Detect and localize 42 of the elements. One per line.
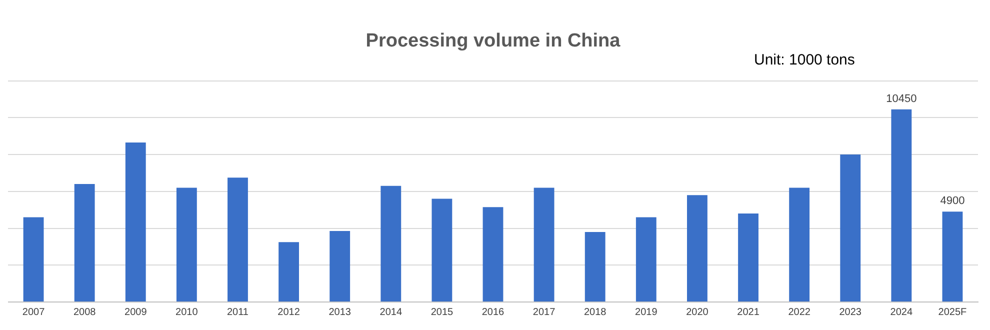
x-tick-label: 2007 <box>22 306 46 318</box>
x-tick-label: 2025F <box>938 306 967 318</box>
x-tick-label: 2017 <box>532 306 556 318</box>
bar <box>840 154 861 302</box>
x-tick-label: 2024 <box>890 306 913 318</box>
bar <box>176 188 197 302</box>
bar <box>738 214 758 302</box>
x-tick-label: 2016 <box>482 306 505 318</box>
x-tick-label: 2011 <box>226 306 249 318</box>
text: Unit: 1000 tons <box>754 52 855 69</box>
bar <box>432 198 452 302</box>
x-tick-label: 2013 <box>328 306 352 318</box>
bar <box>74 184 95 302</box>
x-tick-label: 2020 <box>686 306 709 318</box>
x-tick-label: 2014 <box>380 306 402 318</box>
x-tick-label: 2010 <box>176 306 198 318</box>
chart-title: Processing volume in China <box>366 30 621 52</box>
bar <box>228 178 248 302</box>
x-tick-label: 2023 <box>839 306 862 318</box>
bar <box>278 242 299 302</box>
x-tick-label: 2012 <box>278 306 300 318</box>
bar <box>482 207 504 302</box>
data-label: 10450 <box>886 92 917 105</box>
bar <box>330 231 350 302</box>
x-tick-label: 2022 <box>788 306 811 318</box>
bar <box>636 217 656 302</box>
bar <box>534 188 554 302</box>
bar <box>125 142 146 302</box>
bar <box>23 217 44 302</box>
data-label: 4900 <box>940 195 965 208</box>
x-tick-label: 2018 <box>584 306 607 318</box>
bar <box>789 188 810 302</box>
bar <box>380 186 402 302</box>
x-tick-label: 2009 <box>124 306 148 318</box>
x-tick-label: 2019 <box>635 306 658 318</box>
bar <box>687 195 708 302</box>
x-tick-label: 2021 <box>737 306 760 318</box>
bar <box>942 212 963 302</box>
bar <box>584 232 606 302</box>
x-tick-label: 2015 <box>430 306 454 318</box>
bar <box>891 109 912 302</box>
x-tick-label: 2008 <box>73 306 96 318</box>
